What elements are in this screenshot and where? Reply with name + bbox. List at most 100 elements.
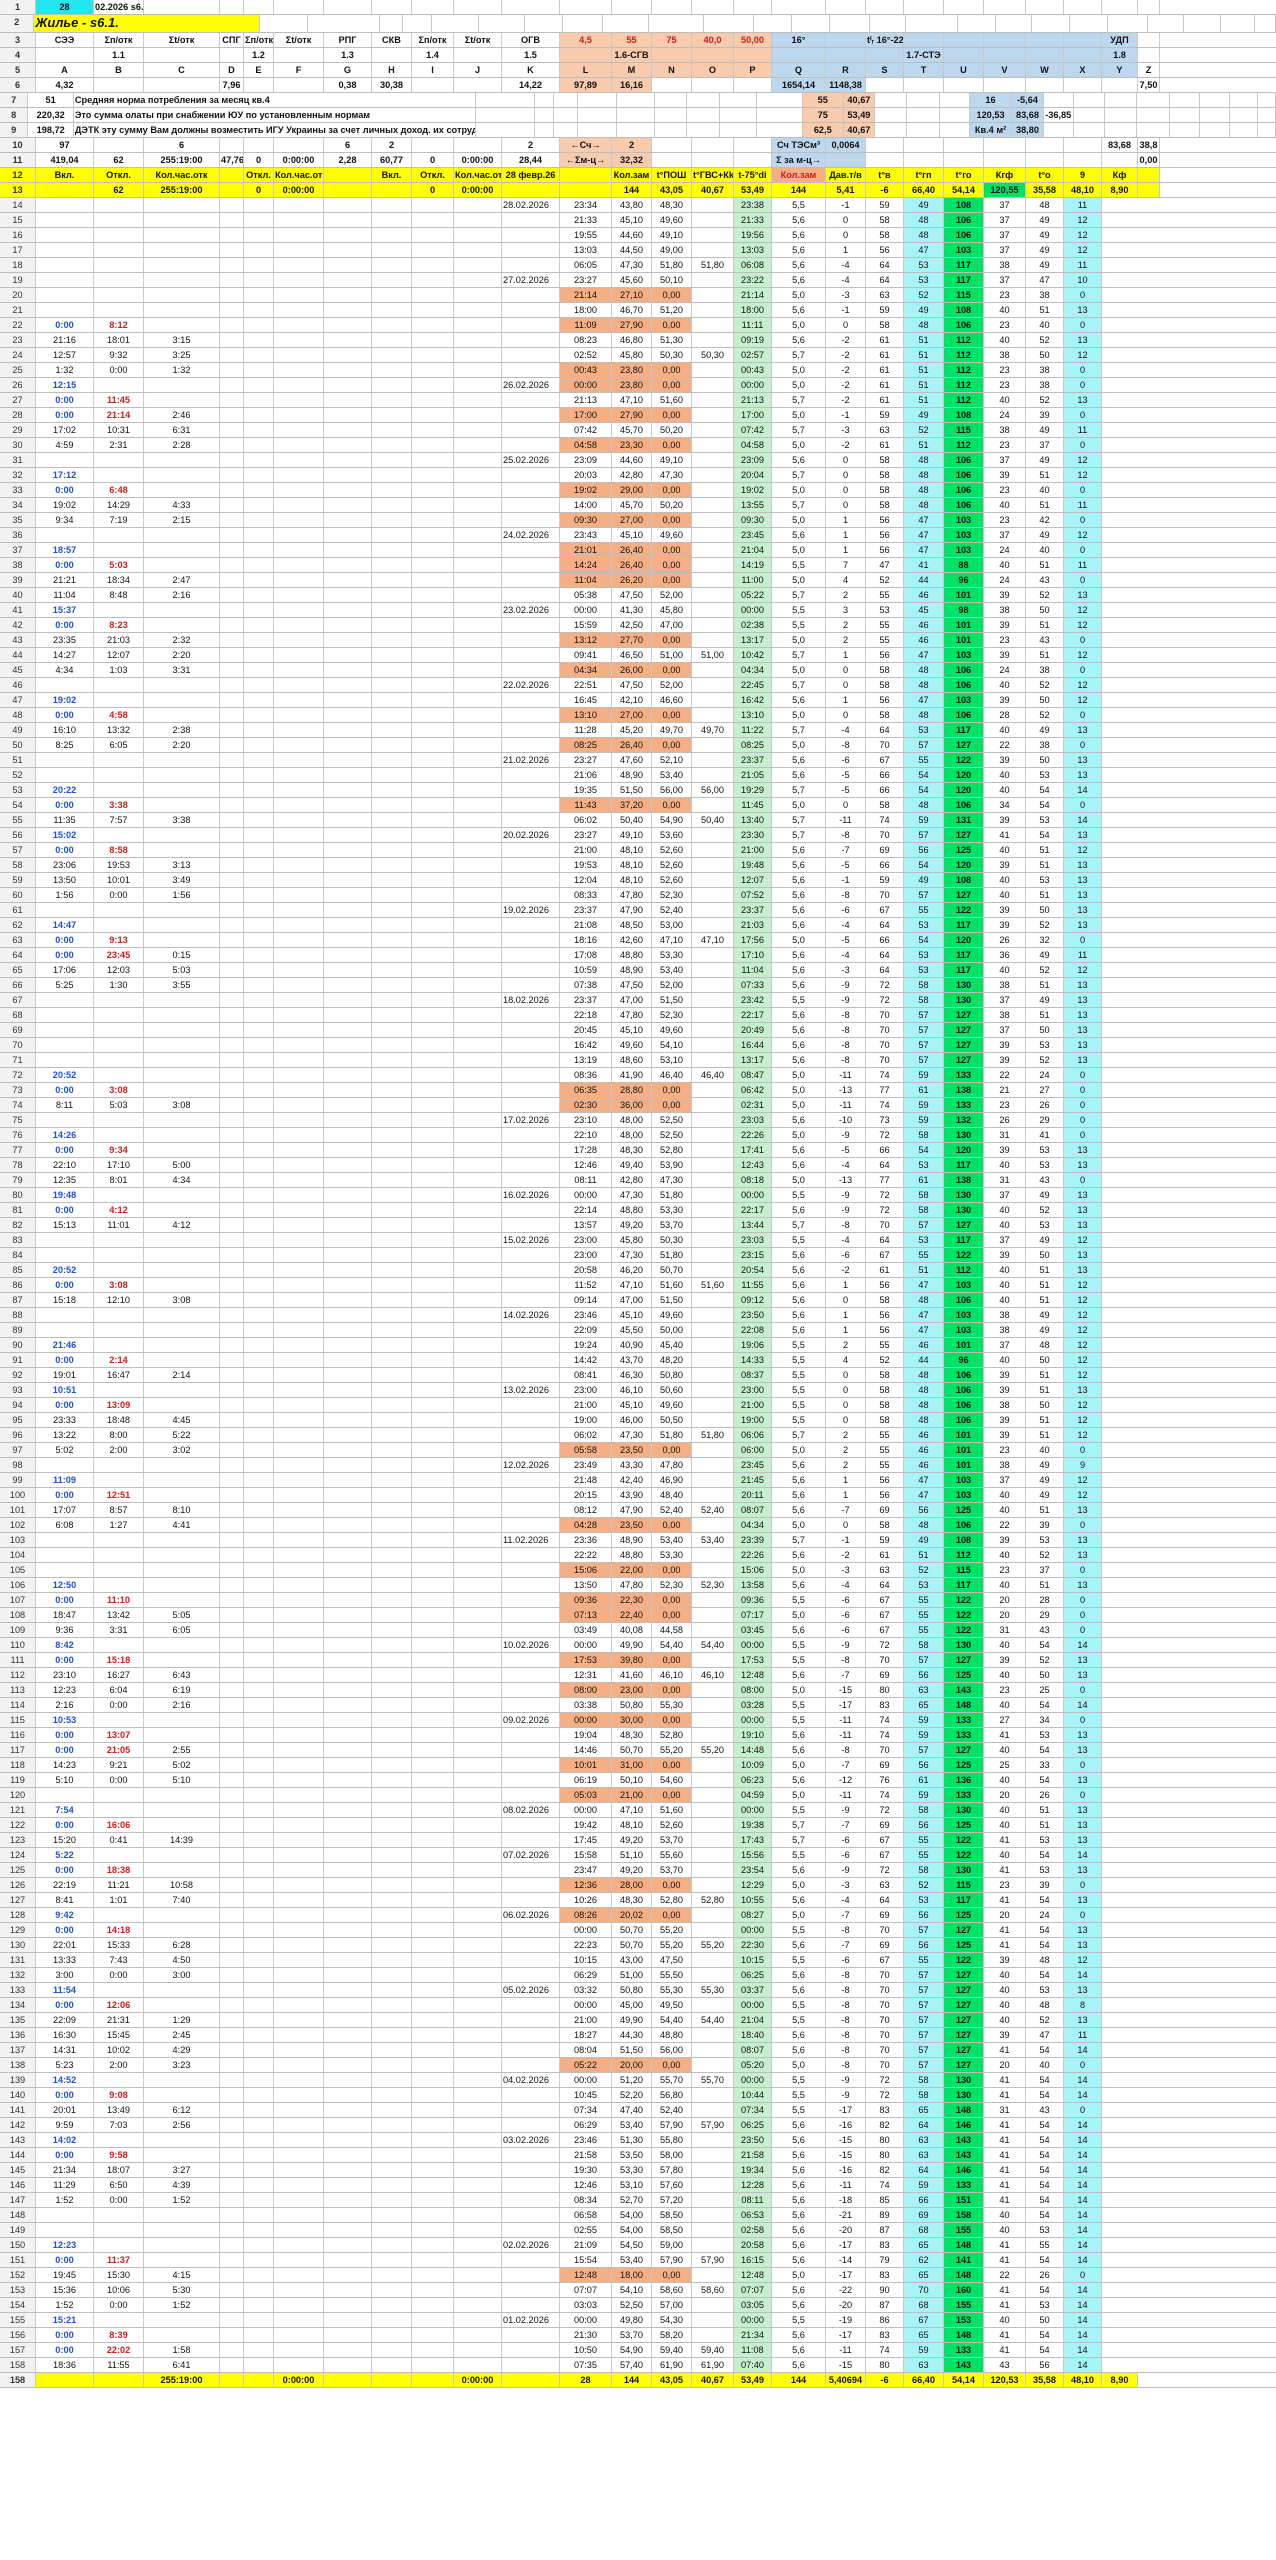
cell[interactable]: 19:02 [734, 483, 772, 497]
cell[interactable]: 58 [0, 858, 36, 872]
cell[interactable]: 37 [984, 228, 1026, 242]
cell[interactable] [412, 798, 454, 812]
cell[interactable]: 10:50 [560, 2343, 612, 2357]
cell[interactable]: 0,00 [652, 543, 692, 557]
cell[interactable]: 52 [1026, 333, 1064, 347]
cell[interactable]: 63 [866, 288, 904, 302]
cell[interactable] [454, 1338, 502, 1352]
cell[interactable]: 48 [904, 453, 944, 467]
cell[interactable] [958, 15, 996, 32]
cell[interactable] [274, 1413, 324, 1427]
cell[interactable]: 23:37 [734, 753, 772, 767]
cell[interactable] [1138, 168, 1160, 182]
cell[interactable] [372, 408, 412, 422]
cell[interactable] [454, 1773, 502, 1787]
cell[interactable]: 19:48 [36, 1188, 94, 1202]
cell[interactable] [220, 2373, 244, 2387]
cell[interactable]: 103 [944, 1473, 984, 1487]
cell[interactable] [94, 2373, 144, 2387]
table-row[interactable]: 39 21:21 18:34 2:47 11:04 26,20 0,00 11:00 5,0 4 5… [0, 573, 1276, 588]
cell[interactable] [324, 633, 372, 647]
cell[interactable]: 14 [1064, 2088, 1102, 2102]
cell[interactable] [454, 243, 502, 257]
cell[interactable] [502, 783, 560, 797]
cell[interactable]: 62 [0, 918, 36, 932]
cell[interactable]: 40,0 [692, 33, 734, 47]
cell[interactable]: 11 [1064, 498, 1102, 512]
cell[interactable] [692, 2298, 734, 2312]
cell[interactable]: 23:50 [734, 2133, 772, 2147]
cell[interactable]: 155 [0, 2313, 36, 2327]
cell[interactable]: 16:44 [734, 1038, 772, 1052]
cell[interactable] [502, 423, 560, 437]
cell[interactable]: 23,80 [612, 363, 652, 377]
cell[interactable] [454, 2268, 502, 2282]
cell[interactable]: 5,6 [772, 1278, 826, 1292]
cell[interactable]: 61 [866, 363, 904, 377]
cell[interactable]: 102 [0, 1518, 36, 1532]
cell[interactable]: 15:20 [36, 1833, 94, 1847]
cell[interactable] [692, 1218, 734, 1232]
cell[interactable]: 40,90 [612, 1338, 652, 1352]
cell[interactable] [866, 138, 904, 152]
cell[interactable] [372, 1878, 412, 1892]
cell[interactable] [220, 1938, 244, 1952]
cell[interactable]: 1:52 [36, 2298, 94, 2312]
cell[interactable]: -22 [826, 2283, 866, 2297]
cell[interactable]: 06:00 [734, 1443, 772, 1457]
cell[interactable]: 51 [1026, 888, 1064, 902]
cell[interactable]: 00:00 [560, 2073, 612, 2087]
cell[interactable]: -5,64 [1012, 93, 1044, 107]
cell[interactable]: 41 [984, 1863, 1026, 1877]
cell[interactable] [412, 558, 454, 572]
cell[interactable] [372, 753, 412, 767]
cell[interactable]: 5,6 [772, 1323, 826, 1337]
cell[interactable] [324, 1818, 372, 1832]
cell[interactable]: 38 [984, 978, 1026, 992]
cell[interactable]: 5,6 [772, 2238, 826, 2252]
cell[interactable] [324, 708, 372, 722]
cell[interactable] [1102, 153, 1138, 167]
cell[interactable] [692, 1593, 734, 1607]
cell[interactable]: 2:32 [144, 633, 220, 647]
cell[interactable] [274, 1173, 324, 1187]
cell[interactable] [692, 828, 734, 842]
cell[interactable] [1137, 123, 1170, 137]
cell[interactable]: 13 [1064, 1158, 1102, 1172]
cell[interactable]: 7:57 [94, 813, 144, 827]
cell[interactable]: 103 [944, 543, 984, 557]
cell[interactable] [144, 393, 220, 407]
cell[interactable] [144, 2208, 220, 2222]
cell[interactable]: 143 [944, 1683, 984, 1697]
cell[interactable] [502, 573, 560, 587]
cell[interactable] [372, 543, 412, 557]
cell[interactable]: 122 [944, 1623, 984, 1637]
cell[interactable]: 56 [866, 1473, 904, 1487]
cell[interactable]: 127 [944, 2028, 984, 2042]
cell[interactable] [372, 1548, 412, 1562]
cell[interactable] [324, 1698, 372, 1712]
cell[interactable] [324, 1428, 372, 1442]
cell[interactable]: 41,30 [612, 603, 652, 617]
cell[interactable]: 5,0 [772, 483, 826, 497]
cell[interactable] [324, 228, 372, 242]
cell[interactable] [372, 1233, 412, 1247]
cell[interactable]: 48 [904, 498, 944, 512]
cell[interactable]: 16:45 [560, 693, 612, 707]
cell[interactable]: 146 [944, 2163, 984, 2177]
table-row[interactable]: 38 0:00 5:03 14:24 26,40 0,00 14:19 5,5 7 47 41 88 4… [0, 558, 1276, 573]
cell[interactable]: 74 [0, 1098, 36, 1112]
cell[interactable]: 54 [1026, 2208, 1064, 2222]
cell[interactable] [220, 1578, 244, 1592]
table-row[interactable]: 20 21:14 27,10 0,00 21:14 5,0 -3 63 52 115 23 38 0 [0, 288, 1276, 303]
cell[interactable] [220, 543, 244, 557]
cell[interactable]: 57 [904, 1998, 944, 2012]
cell[interactable]: 5,6 [772, 2358, 826, 2372]
cell[interactable]: 112 [944, 333, 984, 347]
cell[interactable] [244, 1083, 274, 1097]
cell[interactable]: 58,00 [652, 2148, 692, 2162]
cell[interactable]: 88 [944, 558, 984, 572]
cell[interactable] [220, 483, 244, 497]
cell[interactable] [324, 1608, 372, 1622]
cell[interactable] [244, 1473, 274, 1487]
